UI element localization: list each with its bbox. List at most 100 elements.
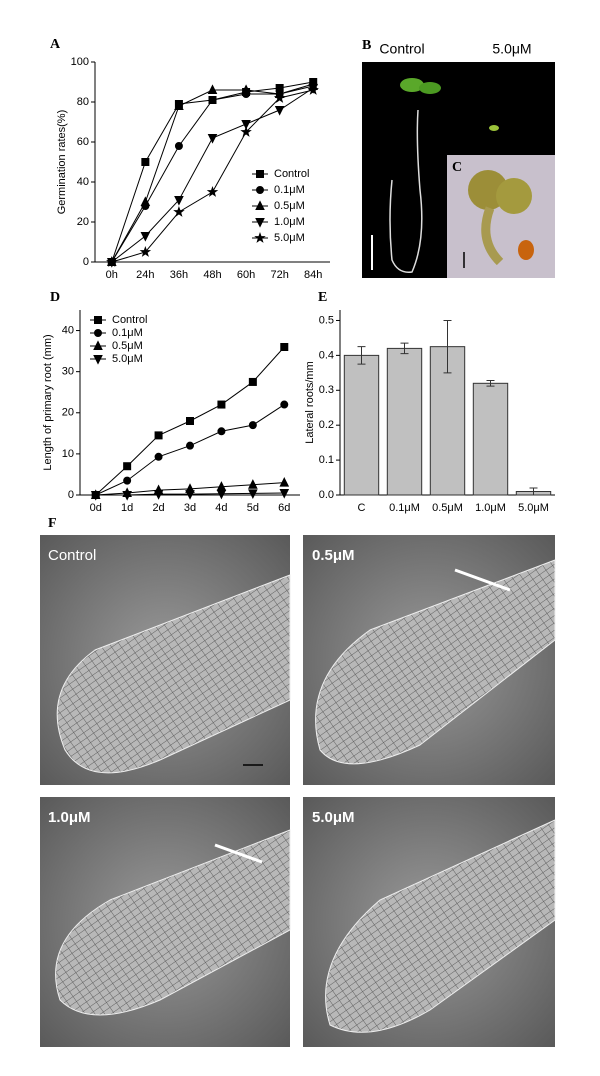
panel-label: D <box>50 290 60 305</box>
marker <box>186 441 194 450</box>
legend-marker <box>256 170 264 178</box>
y-tick-label: 40 <box>77 176 89 188</box>
marker <box>273 91 286 103</box>
marker <box>141 158 150 166</box>
error-bar <box>443 319 452 374</box>
legend-marker <box>93 340 103 350</box>
y-tick-label: 0.2 <box>319 419 334 431</box>
marker <box>174 100 184 110</box>
micrograph-label: 0.5μM <box>312 547 355 564</box>
marker <box>186 417 194 425</box>
panel-label: A <box>50 37 61 52</box>
marker <box>206 185 219 197</box>
y-tick-label: 20 <box>77 216 89 228</box>
marker <box>153 490 164 500</box>
marker <box>174 196 184 206</box>
y-tick-label: 0 <box>83 256 89 268</box>
error-bar <box>486 380 495 387</box>
marker <box>123 476 132 485</box>
y-axis-label: Length of primary root (mm) <box>42 334 54 470</box>
marker <box>241 84 251 94</box>
y-tick-label: 0.3 <box>319 384 334 396</box>
marker <box>274 106 285 116</box>
y-axis-label: Lateral roots/mm <box>304 361 316 444</box>
bar <box>386 347 423 496</box>
hypocotyl <box>481 206 504 266</box>
marker <box>122 491 132 501</box>
error-bar <box>400 342 409 355</box>
y-tick-label: 0.0 <box>319 489 334 501</box>
marker <box>217 427 226 436</box>
legend-label: 1.0μM <box>274 216 305 228</box>
y-axis-label: Germination rates(%) <box>56 110 68 215</box>
root-tip <box>315 559 556 765</box>
y-tick-label: 0.4 <box>319 349 334 361</box>
x-tick-label: 0.5μM <box>432 502 463 514</box>
micrograph <box>303 797 556 1047</box>
x-tick-label: 3d <box>184 502 196 514</box>
marker <box>248 421 257 430</box>
marker <box>123 462 132 471</box>
marker <box>90 491 101 501</box>
x-tick-label: 1.0μM <box>475 502 506 514</box>
y-tick-label: 20 <box>62 407 74 419</box>
marker <box>279 477 290 487</box>
panel-label: B <box>362 38 371 53</box>
marker <box>207 84 218 94</box>
x-tick-label: 24h <box>136 269 154 281</box>
root-tip <box>56 574 291 774</box>
bar <box>343 354 380 496</box>
x-tick-label: 2d <box>152 502 164 514</box>
legend-marker <box>256 186 264 194</box>
photo-caption: 5.0μM <box>492 41 531 57</box>
legend-marker <box>255 200 265 210</box>
marker <box>307 83 319 95</box>
x-tick-label: 36h <box>170 269 188 281</box>
cotyledon <box>496 178 532 214</box>
y-tick-label: 60 <box>77 136 89 148</box>
legend-label: Control <box>274 168 309 180</box>
y-tick-label: 0.1 <box>319 454 334 466</box>
root-tip <box>55 829 291 1016</box>
x-tick-label: 6d <box>278 502 290 514</box>
legend-marker <box>254 231 266 243</box>
x-tick-label: 60h <box>237 269 255 281</box>
marker <box>240 125 252 137</box>
x-tick-label: 0h <box>106 269 118 281</box>
marker <box>185 490 195 500</box>
marker <box>207 134 218 144</box>
legend-marker <box>94 316 102 324</box>
micrograph <box>40 797 291 1047</box>
marker <box>106 255 118 267</box>
x-tick-label: C <box>358 502 366 514</box>
marker <box>154 452 163 461</box>
photo-caption: Control <box>379 41 424 57</box>
legend-marker <box>93 355 103 365</box>
micrograph <box>40 535 291 785</box>
y-tick-label: 100 <box>71 56 89 68</box>
micrograph-label: 1.0μM <box>48 809 91 826</box>
legend-label: 0.1μM <box>112 327 143 339</box>
error-bar <box>529 487 538 496</box>
legend-label: Control <box>112 314 147 326</box>
marker <box>173 205 185 217</box>
y-tick-label: 40 <box>62 324 74 336</box>
micrograph <box>303 535 556 785</box>
marker <box>216 489 227 500</box>
marker <box>217 400 226 409</box>
bar <box>472 382 509 496</box>
panel-label: E <box>318 290 327 305</box>
cotyledon <box>400 78 424 92</box>
x-tick-label: 84h <box>304 269 322 281</box>
marker <box>208 96 217 104</box>
micrograph-label: 5.0μM <box>312 809 355 826</box>
x-tick-label: 5.0μM <box>518 502 549 514</box>
panel-label: F <box>48 516 57 531</box>
y-tick-label: 10 <box>62 448 74 460</box>
seed-coat <box>518 240 534 260</box>
marker <box>248 479 258 489</box>
marker <box>154 431 163 440</box>
legend-label: 5.0μM <box>112 353 143 365</box>
x-tick-label: 48h <box>203 269 221 281</box>
